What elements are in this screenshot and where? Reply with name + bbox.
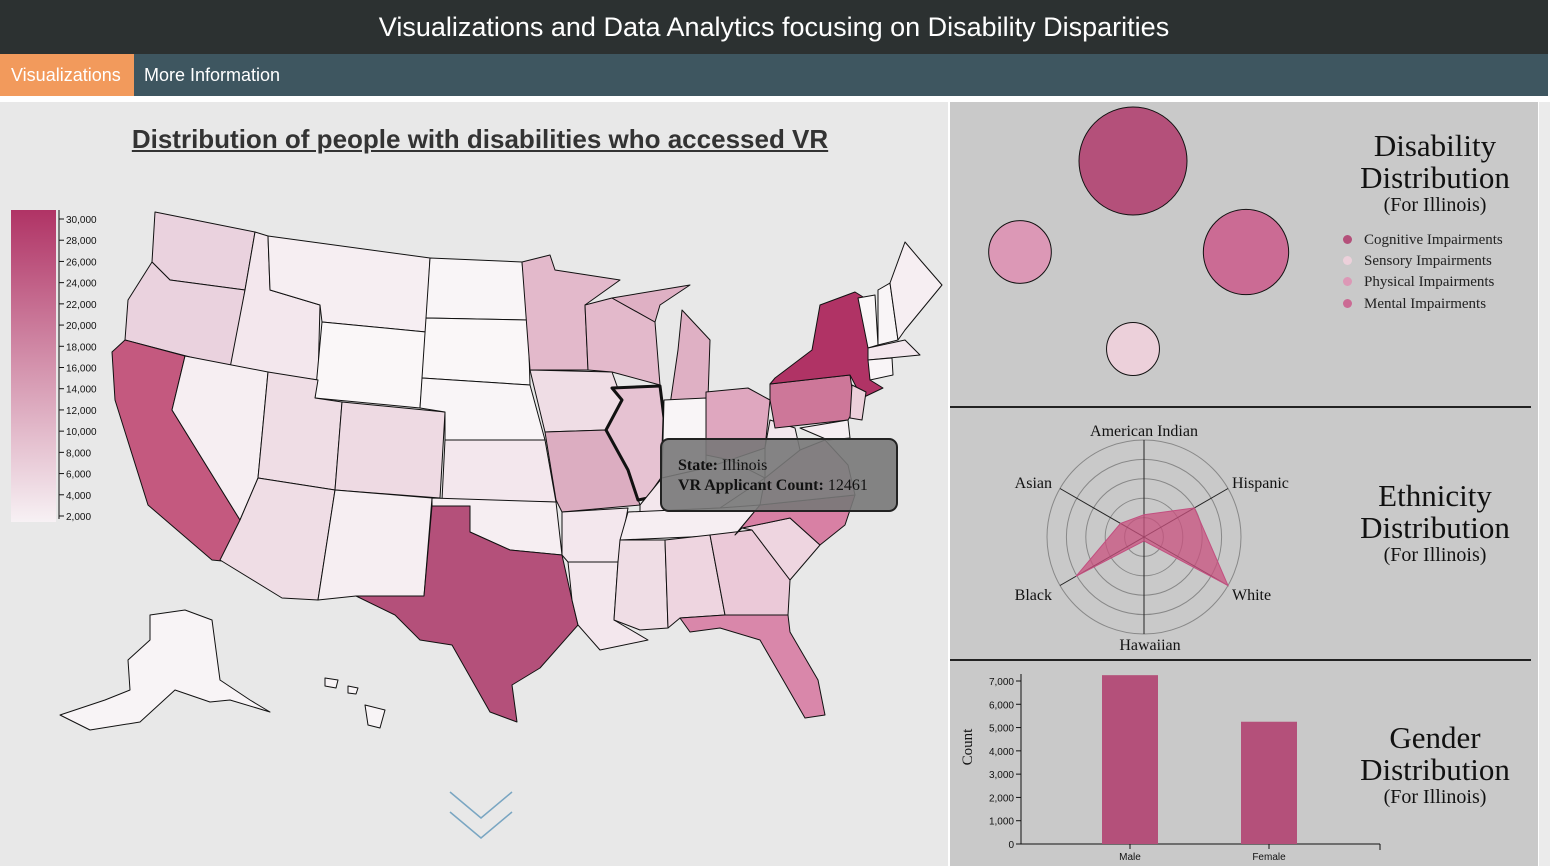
state-colorado[interactable] xyxy=(334,401,446,499)
ethnicity-title: Ethnicity Distribution (For Illinois) xyxy=(1360,478,1510,567)
state-maine[interactable] xyxy=(889,241,943,341)
state-georgia[interactable] xyxy=(709,529,791,616)
y-tick-label: 2,000 xyxy=(989,793,1014,804)
legend-tick-label: 26,000 xyxy=(66,257,97,268)
legend-item-mental: Mental Impairments xyxy=(1343,296,1486,313)
disability-title: Disability Distribution (For Illinois) xyxy=(1360,128,1510,217)
state-wyoming[interactable] xyxy=(314,321,427,409)
state-kansas[interactable] xyxy=(441,439,557,503)
ethnicity-radar-chart: American Indian Hispanic White Hawaiian Blac… xyxy=(1015,423,1289,654)
legend-item-sensory: Sensory Impairments xyxy=(1343,253,1492,270)
x-tick-label: Male xyxy=(1119,852,1141,863)
radar-axis-label: Hawaiian xyxy=(1119,637,1180,654)
legend-tick-label: 22,000 xyxy=(66,300,97,311)
legend-dot-icon xyxy=(1343,256,1352,266)
legend-item-physical: Physical Impairments xyxy=(1343,274,1494,291)
state-illinois[interactable] xyxy=(604,384,666,502)
nav-tab-more-information[interactable]: More Information xyxy=(144,65,281,85)
bar-female[interactable] xyxy=(1241,721,1297,844)
state-new-mexico[interactable] xyxy=(317,489,433,601)
state-mississippi[interactable] xyxy=(613,539,669,631)
state-alaska[interactable] xyxy=(59,609,271,731)
radar-axis-label: Black xyxy=(1015,587,1052,604)
y-tick-label: 3,000 xyxy=(989,770,1014,781)
app-title: Visualizations and Data Analytics focusi… xyxy=(378,12,1170,42)
nav-bar: Visualizations More Information xyxy=(0,54,1548,96)
map-legend-axis: 30,000 28,000 26,000 24,000 22,000 20,000 18,0… xyxy=(59,215,97,523)
gender-bar-chart: 0 1,000 2,000 3,000 4,000 5,000 6,000 7,000 Coun… xyxy=(960,674,1381,863)
bubble-physical[interactable] xyxy=(988,220,1052,284)
legend-tick-label: 8,000 xyxy=(66,448,91,459)
state-connecticut[interactable] xyxy=(867,357,894,381)
radar-axis-label: Hispanic xyxy=(1232,475,1289,492)
map-color-legend-bar xyxy=(11,210,56,522)
bubble-mental[interactable] xyxy=(1202,208,1290,296)
y-tick-label: 4,000 xyxy=(989,747,1014,758)
bubble-sensory[interactable] xyxy=(1106,322,1160,376)
map-title: Distribution of people with disabilities… xyxy=(131,124,829,154)
radar-area[interactable] xyxy=(1075,507,1230,587)
map-tooltip: State: Illinois VR Applicant Count: 1246… xyxy=(660,438,898,512)
legend-tick-label: 4,000 xyxy=(66,491,91,502)
legend-item-cognitive: Cognitive Impairments xyxy=(1343,232,1503,249)
legend-tick-label: 30,000 xyxy=(66,215,97,226)
y-tick-label: 0 xyxy=(1008,840,1014,851)
scroll-down-chevron-icon[interactable] xyxy=(448,790,514,846)
legend-tick-label: 10,000 xyxy=(66,427,97,438)
legend-tick-label: 24,000 xyxy=(66,279,97,290)
y-tick-label: 6,000 xyxy=(989,700,1014,711)
legend-tick-label: 2,000 xyxy=(66,512,91,523)
legend-tick-label: 18,000 xyxy=(66,342,97,353)
y-tick-label: 5,000 xyxy=(989,724,1014,735)
legend-tick-label: 14,000 xyxy=(66,385,97,396)
disability-bubble-chart xyxy=(988,106,1290,376)
us-choropleth-map: 30,000 28,000 26,000 24,000 22,000 20,000 18,0… xyxy=(11,210,943,731)
tooltip-count-label: VR Applicant Count: xyxy=(678,477,824,494)
legend-dot-icon xyxy=(1343,299,1352,309)
state-new-jersey[interactable] xyxy=(849,384,867,421)
tooltip-count-value: 12461 xyxy=(827,477,868,494)
bubble-cognitive[interactable] xyxy=(1078,106,1188,216)
panel-divider xyxy=(950,406,1531,408)
y-tick-label: 7,000 xyxy=(989,677,1014,688)
page-scrollbar[interactable] xyxy=(1539,102,1550,866)
y-axis-label: Count xyxy=(960,728,976,766)
tooltip-state-label: State: xyxy=(678,457,718,474)
legend-dot-icon xyxy=(1343,235,1352,245)
legend-dot-icon xyxy=(1343,277,1352,287)
tooltip-state-value: Illinois xyxy=(721,457,768,474)
legend-tick-label: 6,000 xyxy=(66,470,91,481)
state-north-dakota[interactable] xyxy=(425,257,529,321)
state-florida[interactable] xyxy=(679,614,826,719)
state-hawaii[interactable] xyxy=(324,677,386,729)
radar-axis-label: Asian xyxy=(1015,475,1052,492)
x-tick-label: Female xyxy=(1252,852,1286,863)
state-south-dakota[interactable] xyxy=(421,317,531,386)
radar-axis-label: American Indian xyxy=(1090,423,1198,440)
legend-tick-label: 12,000 xyxy=(66,406,97,417)
state-massachusetts[interactable] xyxy=(867,339,921,361)
bar-male[interactable] xyxy=(1102,675,1158,844)
legend-tick-label: 16,000 xyxy=(66,364,97,375)
state-arkansas[interactable] xyxy=(561,507,629,563)
legend-tick-label: 20,000 xyxy=(66,321,97,332)
panel-divider xyxy=(950,659,1531,661)
y-tick-label: 1,000 xyxy=(989,817,1014,828)
app-title-bar: Visualizations and Data Analytics focusi… xyxy=(0,0,1548,54)
state-texas[interactable] xyxy=(355,505,579,723)
gender-title: Gender Distribution (For Illinois) xyxy=(1360,720,1510,809)
legend-tick-label: 28,000 xyxy=(66,236,97,247)
nav-tab-visualizations[interactable]: Visualizations xyxy=(0,54,134,96)
radar-axis-label: White xyxy=(1232,587,1271,604)
